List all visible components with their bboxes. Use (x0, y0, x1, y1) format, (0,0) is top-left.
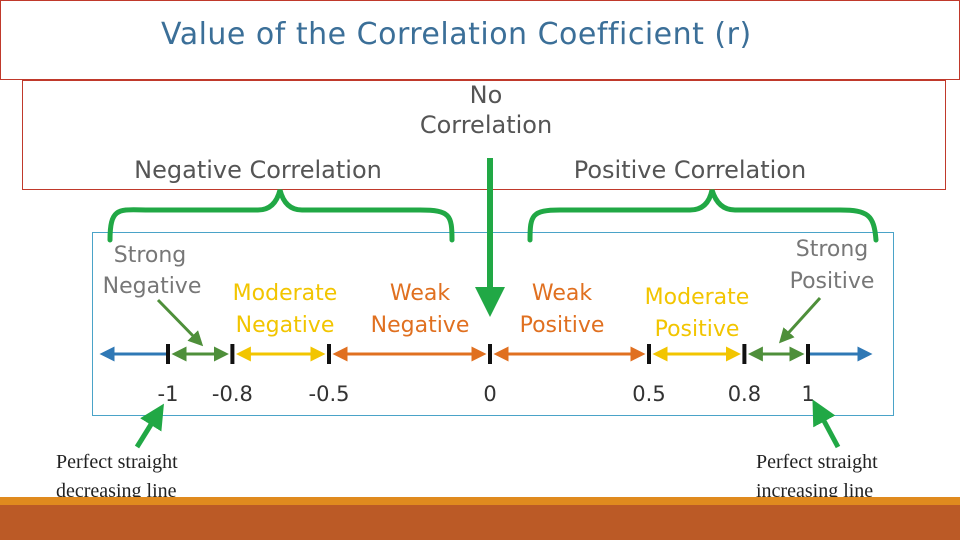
strong-negative-label-line1: Strong (114, 243, 187, 268)
weak-negative-label-line1: Weak (390, 281, 450, 306)
left-caption-line2: decreasing line (56, 480, 177, 502)
weak-positive-label-line2: Positive (520, 313, 605, 338)
correlation-header-box (22, 80, 946, 190)
moderate-negative-label-line2: Negative (236, 313, 335, 338)
tick-label: 0.5 (632, 382, 665, 406)
strong-positive-label-line2: Positive (790, 269, 875, 294)
no-correlation-label-line1: No (470, 81, 503, 109)
weak-negative-label-line2: Negative (371, 313, 470, 338)
right-caption-arrow (812, 399, 841, 449)
negative-bracket (107, 189, 455, 243)
left-caption: Perfect straight decreasing line (56, 448, 178, 506)
left-caption-line1: Perfect straight (56, 451, 178, 473)
no-correlation-label-line2: Correlation (420, 111, 552, 139)
page-title: Value of the Correlation Coefficient (r) (161, 17, 752, 52)
moderate-positive-label-line2: Positive (655, 317, 740, 342)
tick-label: 0 (483, 382, 496, 406)
tick-label: 0.8 (728, 382, 761, 406)
right-caption: Perfect straight increasing line (756, 448, 878, 506)
footer-accent-stripe (0, 497, 960, 505)
tick-label: -0.8 (212, 382, 253, 406)
tick-label: -0.5 (309, 382, 350, 406)
footer-band (0, 505, 960, 540)
weak-positive-label-line1: Weak (532, 281, 592, 306)
left-caption-arrow (134, 403, 164, 449)
strong-positive-pointer (778, 296, 822, 344)
positive-correlation-label: Positive Correlation (574, 156, 807, 184)
right-caption-line1: Perfect straight (756, 451, 878, 473)
title-bar: Value of the Correlation Coefficient (r) (0, 0, 960, 80)
strong-negative-label-line2: Negative (103, 274, 202, 299)
positive-bracket (527, 189, 879, 243)
right-caption-line2: increasing line (756, 480, 874, 502)
moderate-negative-label-line1: Moderate (233, 281, 338, 306)
strong-positive-label-line1: Strong (796, 237, 869, 262)
negative-correlation-label: Negative Correlation (134, 156, 382, 184)
moderate-positive-label-line1: Moderate (645, 285, 750, 310)
tick-label: 1 (801, 382, 814, 406)
tick-label: -1 (158, 382, 179, 406)
number-line: -1 -0.8 -0.5 0 0.5 0.8 1 (99, 344, 873, 406)
strong-negative-pointer (156, 298, 204, 347)
